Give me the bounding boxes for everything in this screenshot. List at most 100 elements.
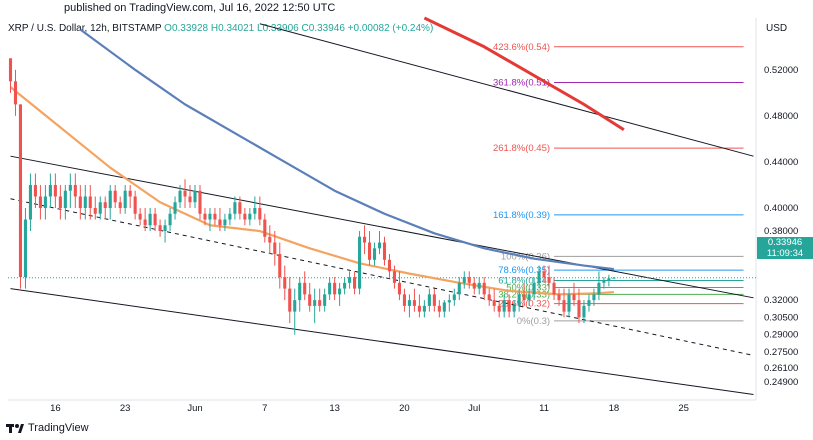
candle-body xyxy=(128,190,132,197)
candle-body xyxy=(343,282,347,289)
candle-body xyxy=(138,213,142,220)
bar-countdown: 11:09:34 xyxy=(766,248,804,259)
candle-body xyxy=(522,294,526,301)
candle-body xyxy=(532,282,536,295)
x-tick-label: Jul xyxy=(468,403,480,414)
candle-body xyxy=(542,271,546,278)
candle-body xyxy=(457,282,461,295)
candle-body xyxy=(527,294,531,301)
candle-body xyxy=(407,300,411,306)
candle-body xyxy=(273,242,277,255)
candle-body xyxy=(53,184,57,197)
y-tick-label: 0.48000 xyxy=(764,111,798,122)
candle-body xyxy=(213,213,217,220)
candle-body xyxy=(268,236,272,243)
candle-body xyxy=(288,288,292,312)
candle-body xyxy=(432,294,436,306)
symbol-title: XRP / U.S. Dollar, 12h, BITSTAMP xyxy=(8,23,162,34)
moving-average-ma100 xyxy=(79,28,615,271)
candle-body xyxy=(382,242,387,260)
candle-body xyxy=(173,202,177,214)
candle-body xyxy=(587,300,591,306)
y-tick-label: 0.26100 xyxy=(764,363,798,374)
trend-line xyxy=(10,198,754,356)
candle-body xyxy=(367,242,372,260)
candle-body xyxy=(412,300,416,306)
candle-body xyxy=(28,184,32,220)
candle-body xyxy=(427,294,431,306)
fib-level-label: 161.8%(0.39) xyxy=(493,210,550,221)
candle-body xyxy=(298,282,302,301)
candle-body xyxy=(158,225,162,232)
candle-body xyxy=(183,190,187,197)
candle-body xyxy=(8,58,13,82)
candle-body xyxy=(338,288,342,295)
candle-body xyxy=(552,282,556,295)
fib-level-label: 261.8%(0.45) xyxy=(493,143,550,154)
y-tick-label: 0.38000 xyxy=(764,226,798,237)
candle-body xyxy=(303,282,307,295)
x-tick-label: 7 xyxy=(262,403,267,414)
candle-body xyxy=(98,202,102,214)
candle-body xyxy=(33,184,37,197)
candle-body xyxy=(437,305,441,312)
candle-body xyxy=(492,300,496,306)
x-tick-label: 11 xyxy=(539,403,549,414)
candle-body xyxy=(497,305,501,312)
candle-body xyxy=(512,305,516,312)
last-price: 0.33946 xyxy=(767,237,803,248)
candle-body xyxy=(143,219,147,226)
candle-body xyxy=(208,213,212,220)
candle-body xyxy=(243,213,247,220)
candle-body xyxy=(592,294,596,301)
candle-body xyxy=(392,271,397,283)
candle-body xyxy=(482,282,486,295)
trend-line xyxy=(259,23,754,157)
candle-body xyxy=(547,277,551,283)
trend-line xyxy=(10,155,754,299)
candle-body xyxy=(123,190,127,208)
tradingview-logo[interactable]: TradingView xyxy=(6,422,89,434)
candle-body xyxy=(517,294,521,306)
ohlc-values: O0.33928 H0.34021 L0.33906 C0.33946 +0.0… xyxy=(164,23,434,34)
candle-body xyxy=(562,300,566,312)
candle-body xyxy=(582,305,586,318)
candle-body xyxy=(417,305,421,312)
candle-body xyxy=(93,208,97,214)
candle-body xyxy=(333,282,337,295)
candle-body xyxy=(308,294,312,306)
candle-body xyxy=(223,219,227,226)
candle-body xyxy=(113,190,117,203)
y-tick-label: 0.24900 xyxy=(764,377,798,388)
y-tick-label: 0.29000 xyxy=(764,330,798,341)
candle-body xyxy=(577,300,581,318)
candle-body xyxy=(372,248,377,260)
candle-body xyxy=(203,213,207,220)
candle-body xyxy=(402,294,406,306)
candle-body xyxy=(477,282,481,289)
y-tick-label: 0.40000 xyxy=(764,203,798,214)
brand-name: TradingView xyxy=(28,422,89,434)
candle-body xyxy=(397,282,401,295)
candle-body xyxy=(442,302,446,312)
candle-body xyxy=(68,184,72,191)
x-tick-label: 16 xyxy=(50,403,61,414)
candle-body xyxy=(348,277,352,283)
fib-level-label: 423.6%(0.54) xyxy=(493,42,550,53)
candle-body xyxy=(78,196,82,208)
currency-label: USD xyxy=(766,23,788,34)
candle-body xyxy=(13,81,18,105)
candle-body xyxy=(472,282,476,289)
candle-body xyxy=(318,300,322,306)
candle-body xyxy=(507,300,511,312)
candle-body xyxy=(387,259,392,272)
trend-line xyxy=(10,288,754,396)
candle-body xyxy=(293,300,297,312)
x-tick-label: 13 xyxy=(329,403,340,414)
candle-body xyxy=(363,236,367,243)
candle-body xyxy=(572,294,576,301)
candle-body xyxy=(108,190,112,208)
y-tick-label: 0.32000 xyxy=(764,295,798,306)
candle-body xyxy=(228,213,232,220)
